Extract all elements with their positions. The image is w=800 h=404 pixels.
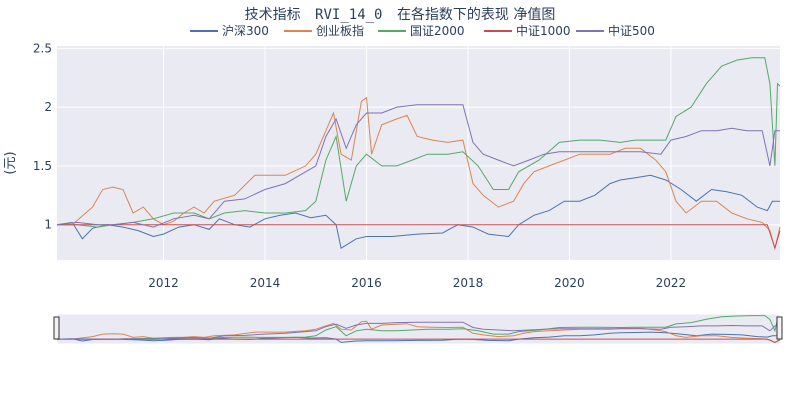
range-slider-handle-right[interactable]	[776, 316, 783, 340]
legend: 沪深300 创业板指 国证2000 中证1000 中证500	[190, 23, 655, 38]
series-line	[57, 224, 781, 250]
legend-item[interactable]: 中证500	[576, 23, 655, 38]
chart-title-main: 技术指标	[245, 7, 301, 23]
legend-item[interactable]: 沪深300	[190, 24, 269, 38]
y-tick-label: 1	[44, 218, 52, 232]
x-tick-label: 2020	[554, 276, 585, 290]
y-axis-label: (元)	[3, 151, 18, 174]
legend-item[interactable]: 国证2000	[378, 24, 465, 38]
x-tick-label: 2012	[148, 276, 179, 290]
legend-item[interactable]: 创业板指	[284, 23, 364, 38]
plot-background	[57, 46, 780, 260]
y-tick-label: 1.5	[33, 159, 52, 173]
slider-series-line	[56, 331, 780, 343]
series-line	[56, 104, 780, 228]
range-slider-handle-left[interactable]	[53, 316, 60, 340]
legend-label: 国证2000	[410, 24, 465, 38]
y-axis-ticks: 1 1.5 2 2.5	[33, 41, 52, 231]
series-lines	[56, 57, 781, 251]
x-axis-ticks: 2012 2014 2016 2018 2020 2022	[148, 276, 686, 290]
y-tick-label: 2.5	[33, 41, 52, 55]
x-tick-label: 2014	[250, 276, 281, 290]
legend-label: 沪深300	[222, 24, 269, 38]
x-tick-label: 2022	[656, 276, 687, 290]
x-tick-label: 2018	[453, 276, 484, 290]
legend-label: 中证500	[608, 23, 655, 38]
chart-title: 技术指标 RVI_14_0 在各指数下的表现 净值图	[245, 7, 556, 23]
legend-item[interactable]: 中证1000	[484, 23, 571, 38]
chart-title-rest: 在各指数下的表现 净值图	[397, 7, 555, 23]
series-line	[56, 174, 780, 249]
slider-series-line	[56, 321, 780, 340]
slider-series-line	[57, 338, 781, 343]
series-line	[57, 96, 781, 251]
chart-title-code: RVI_14_0	[315, 7, 382, 23]
y-tick-label: 2	[44, 100, 52, 114]
legend-label: 中证1000	[516, 23, 571, 38]
x-tick-label: 2016	[351, 276, 382, 290]
range-slider-lines	[56, 315, 781, 343]
legend-label: 创业板指	[316, 23, 364, 38]
